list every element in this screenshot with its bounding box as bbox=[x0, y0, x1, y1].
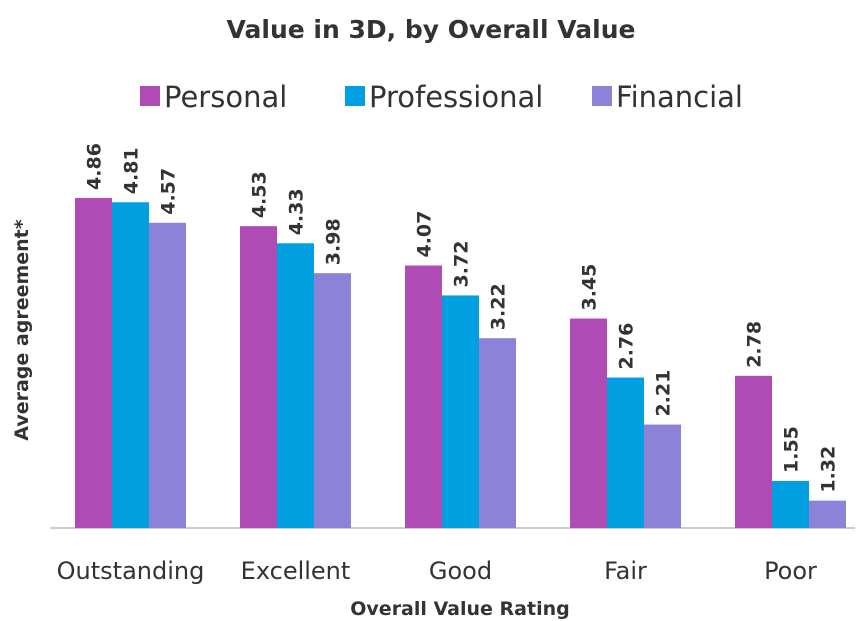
data-label: 1.55 bbox=[781, 426, 803, 473]
bar bbox=[75, 197, 112, 528]
data-label: 4.57 bbox=[158, 168, 180, 215]
x-axis-title: Overall Value Rating bbox=[350, 598, 569, 620]
bar bbox=[607, 377, 644, 528]
bar bbox=[809, 500, 846, 528]
legend-label: Professional bbox=[369, 80, 543, 114]
x-tick-label: Excellent bbox=[241, 557, 351, 585]
chart-title: Value in 3D, by Overall Value bbox=[227, 15, 636, 44]
legend-swatch bbox=[140, 86, 160, 106]
bar bbox=[277, 243, 314, 528]
bar bbox=[112, 202, 149, 528]
legend-label: Financial bbox=[616, 80, 743, 114]
bar bbox=[570, 318, 607, 528]
data-label: 3.98 bbox=[323, 218, 345, 265]
bar bbox=[479, 338, 516, 528]
bar bbox=[240, 226, 277, 528]
bar bbox=[314, 273, 351, 528]
bar bbox=[442, 295, 479, 528]
x-tick-label: Poor bbox=[764, 557, 817, 585]
data-label: 2.78 bbox=[744, 321, 766, 368]
x-tick-label: Fair bbox=[604, 557, 647, 585]
data-label: 3.45 bbox=[579, 264, 601, 311]
data-label: 2.21 bbox=[653, 370, 675, 417]
data-label: 3.72 bbox=[451, 241, 473, 288]
bar bbox=[772, 480, 809, 528]
x-tick-label: Good bbox=[429, 557, 492, 585]
data-label: 4.81 bbox=[121, 147, 143, 194]
data-label: 4.07 bbox=[414, 211, 436, 258]
legend-label: Personal bbox=[164, 80, 287, 114]
y-axis-title: Average agreement* bbox=[11, 219, 33, 440]
bar bbox=[405, 265, 442, 528]
bar bbox=[735, 375, 772, 528]
data-label: 2.76 bbox=[616, 323, 638, 370]
bar bbox=[149, 222, 186, 528]
bar bbox=[644, 424, 681, 528]
legend-swatch bbox=[592, 86, 612, 106]
data-label: 4.33 bbox=[286, 188, 308, 235]
data-label: 4.86 bbox=[84, 143, 106, 190]
legend-swatch bbox=[345, 86, 365, 106]
data-label: 1.32 bbox=[818, 446, 840, 493]
data-label: 4.53 bbox=[249, 171, 271, 218]
data-label: 3.22 bbox=[488, 283, 510, 330]
x-tick-label: Outstanding bbox=[57, 557, 205, 585]
